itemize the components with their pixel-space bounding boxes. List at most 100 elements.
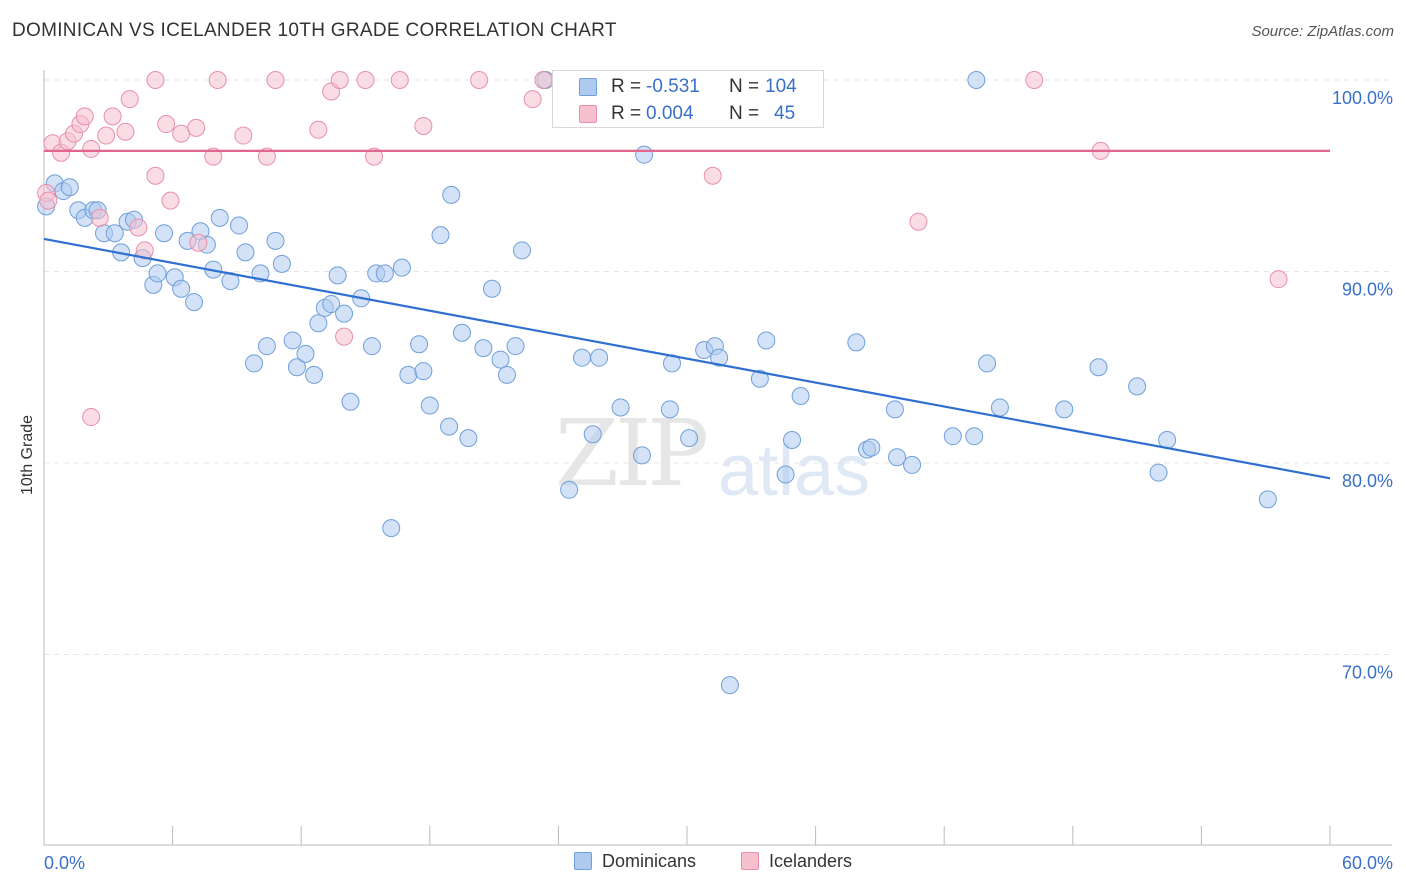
- icelander-point: [390, 71, 409, 89]
- dominican-point: [245, 354, 264, 373]
- dominican-point: [572, 348, 591, 367]
- dominican-point: [474, 339, 493, 358]
- icelander-point: [1025, 71, 1044, 89]
- dominican-point: [210, 208, 229, 227]
- icelanders-legend-swatch: [741, 852, 759, 870]
- dominican-point: [382, 519, 401, 538]
- y-tick-label: 80.0%: [1342, 471, 1393, 491]
- dominican-point: [943, 427, 962, 446]
- stats-row-dominicans: R = -0.531 N = 104: [553, 74, 823, 100]
- icelander-point: [97, 126, 116, 145]
- dominican-point: [560, 480, 579, 499]
- tick-labels: 70.0% 80.0% 90.0% 100.0% 0.0% 60.0%: [44, 88, 1393, 873]
- dominican-point: [885, 400, 904, 419]
- dominican-point: [1089, 358, 1108, 377]
- dominican-point: [611, 398, 630, 417]
- y-axis-label: 10th Grade: [19, 414, 36, 496]
- legend-label: Icelanders: [769, 851, 853, 871]
- dominican-point: [632, 446, 651, 465]
- dominicans-trend-line: [43, 237, 1331, 480]
- dominican-point: [680, 429, 699, 448]
- r-value: 0.004: [646, 103, 694, 124]
- dominican-point: [720, 676, 739, 695]
- icelander-point: [189, 233, 208, 252]
- icelander-point: [257, 147, 276, 166]
- dominican-point: [750, 369, 769, 388]
- dominican-point: [335, 304, 354, 323]
- icelander-point: [129, 218, 148, 237]
- dominican-point: [362, 337, 381, 356]
- dominican-point: [783, 431, 802, 450]
- icelander-point: [75, 107, 94, 126]
- icelander-point: [116, 122, 135, 141]
- n-value: 45: [774, 103, 796, 124]
- dominican-point: [287, 358, 306, 377]
- icelander-point: [82, 408, 101, 427]
- dominican-point: [791, 386, 810, 405]
- icelander-point: [187, 118, 206, 137]
- icelander-point: [39, 191, 58, 210]
- dominican-point: [862, 438, 881, 457]
- icelander-point: [208, 71, 227, 89]
- dominican-point: [296, 344, 315, 363]
- dominican-point: [512, 241, 531, 260]
- dominican-point: [236, 243, 255, 262]
- icelander-point: [82, 139, 101, 158]
- dominican-point: [440, 417, 459, 436]
- icelander-point: [309, 120, 328, 139]
- icelanders-swatch: [579, 105, 597, 123]
- dominican-point: [491, 350, 510, 369]
- dominican-point: [967, 71, 986, 89]
- icelander-point: [204, 147, 223, 166]
- dominican-point: [482, 279, 501, 298]
- n-value: 104: [765, 76, 797, 97]
- icelander-point: [534, 71, 553, 89]
- icelander-point: [234, 126, 253, 145]
- y-tick-label: 90.0%: [1342, 280, 1393, 300]
- dominican-point: [105, 224, 124, 243]
- dominicans-points: [37, 71, 1277, 695]
- legend-label: Dominicans: [602, 851, 697, 871]
- dominican-point: [392, 258, 411, 277]
- dominican-point: [497, 365, 516, 384]
- x-tick-label: 0.0%: [44, 853, 85, 873]
- icelander-point: [414, 116, 433, 135]
- icelander-point: [120, 90, 139, 109]
- dominican-point: [776, 465, 795, 484]
- y-tick-label: 100.0%: [1332, 88, 1393, 108]
- dominican-point: [442, 185, 461, 204]
- dominican-point: [757, 331, 776, 350]
- n-label: N =: [729, 103, 760, 124]
- dominican-point: [414, 362, 433, 381]
- dominican-point: [341, 392, 360, 411]
- dominican-point: [328, 266, 347, 285]
- watermark-zip: ZIP: [555, 400, 709, 507]
- axes: [43, 70, 1392, 846]
- dominican-point: [305, 365, 324, 384]
- dominicans-swatch: [579, 78, 597, 96]
- dominican-point: [990, 398, 1009, 417]
- dominican-point: [257, 337, 276, 356]
- icelander-point: [172, 124, 191, 143]
- dominican-point: [978, 354, 997, 373]
- icelander-point: [470, 71, 489, 89]
- dominican-point: [283, 331, 302, 350]
- icelander-point: [266, 71, 285, 89]
- icelanders-points: [37, 71, 1288, 427]
- dominican-point: [635, 145, 654, 164]
- source-label: Source: ZipAtlas.com: [1251, 23, 1394, 40]
- dominican-point: [148, 264, 167, 283]
- y-tick-label: 70.0%: [1342, 663, 1393, 683]
- r-value: -0.531: [646, 76, 700, 97]
- dominican-point: [420, 396, 439, 415]
- icelander-point: [90, 208, 109, 227]
- dominican-point: [272, 254, 291, 273]
- r-label: R =: [611, 103, 642, 124]
- icelander-point: [356, 71, 375, 89]
- icelander-point: [330, 71, 349, 89]
- icelander-point: [703, 166, 722, 185]
- dominican-point: [155, 224, 174, 243]
- dominican-point: [1149, 463, 1168, 482]
- chart-title: DOMINICAN VS ICELANDER 10TH GRADE CORREL…: [12, 20, 617, 41]
